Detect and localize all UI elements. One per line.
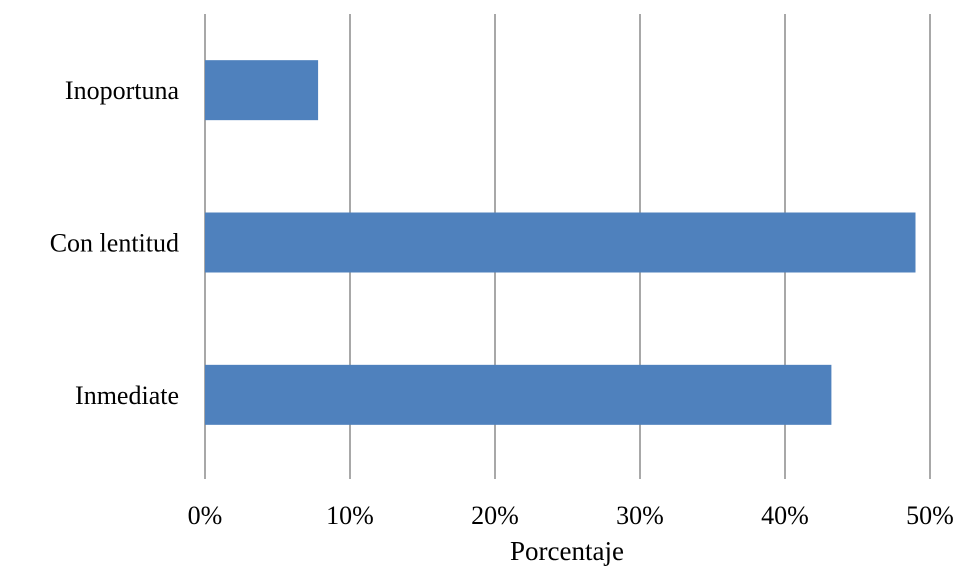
bar-inmediate (205, 364, 832, 425)
category-label: Inmediate (75, 381, 179, 410)
x-tick-label: 50% (906, 501, 954, 530)
bar-inoportuna (205, 60, 319, 121)
bars (205, 60, 916, 425)
x-tick-label: 10% (326, 501, 374, 530)
x-tick-label: 20% (471, 501, 519, 530)
category-label: Con lentitud (50, 229, 179, 258)
x-tick-label: 30% (616, 501, 664, 530)
x-axis: 0% 10% 20% 30% 40% 50% (188, 471, 954, 530)
x-tick-label: 40% (761, 501, 809, 530)
bar-con-lentitud (205, 212, 916, 273)
x-axis-title: Porcentaje (510, 536, 624, 566)
x-tick-label: 0% (188, 501, 223, 530)
category-label: Inoportuna (65, 76, 180, 105)
category-labels: Inoportuna Con lentitud Inmediate (50, 76, 180, 410)
